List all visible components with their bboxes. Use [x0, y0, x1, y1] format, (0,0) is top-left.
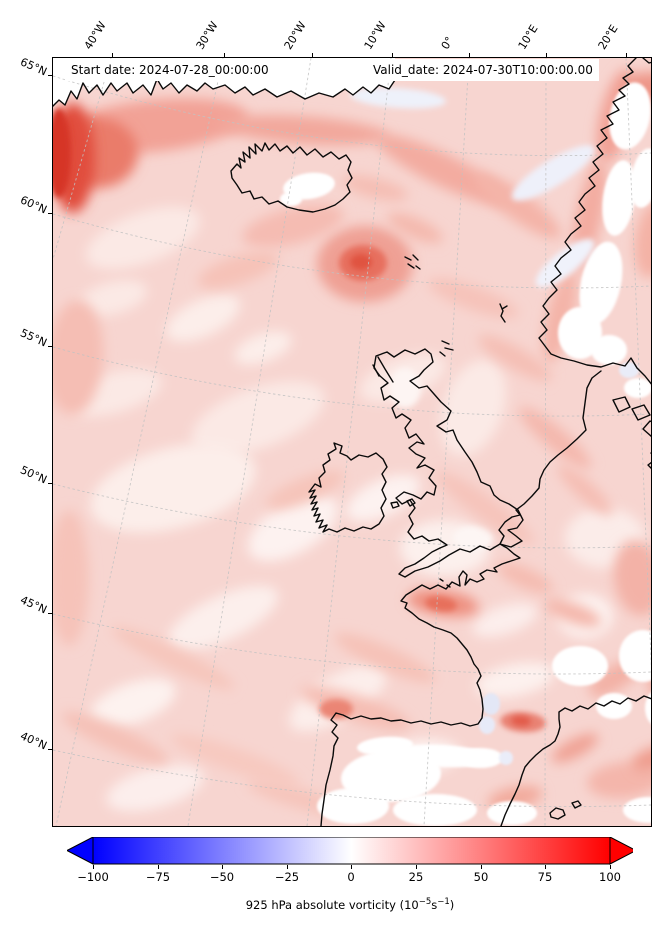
lon-tick-10e: 10°E: [515, 22, 541, 52]
coast-isle-of-man: [406, 498, 416, 507]
coast-denmark-continent: [320, 370, 602, 826]
coast-ireland: [308, 442, 388, 533]
colorbar-tickmark: [351, 865, 352, 869]
colorbar-tick-neg25: −25: [274, 870, 300, 884]
coast-channel-islands: [439, 578, 451, 588]
lon-tickmark: [224, 53, 225, 57]
colorbar-tick-neg50: −50: [209, 870, 235, 884]
colorbar-tick-neg100: −100: [77, 870, 109, 884]
colorbar-tickmark: [545, 865, 546, 869]
lon-tickmark: [312, 53, 313, 57]
colorbar-tick-0: 0: [347, 870, 355, 884]
coast-anglesey: [390, 501, 400, 509]
lat-tickmark: [48, 346, 52, 347]
coast-faroe: [404, 254, 421, 270]
colorbar-label-exponent-2: −1: [437, 897, 450, 907]
map-canvas: [53, 58, 651, 826]
lat-tick-45n: 45°N: [18, 593, 49, 617]
lat-tickmark: [48, 483, 52, 484]
lon-tick-30w: 30°W: [193, 19, 221, 52]
colorbar-tick-100: 100: [599, 870, 621, 884]
colorbar-axis-label: 925 hPa absolute vorticity (10−5s−1): [67, 897, 633, 912]
coast-great-britain: [373, 348, 524, 578]
colorbar-label-prefix: 925 hPa absolute vorticity (10: [245, 898, 419, 912]
lat-tick-65n: 65°N: [18, 55, 49, 79]
lon-tickmark: [392, 53, 393, 57]
colorbar-extend-max-arrow: [609, 837, 633, 865]
colorbar-tick-75: 75: [537, 870, 553, 884]
lon-tickmark: [546, 53, 547, 57]
graticule: [53, 58, 651, 826]
coast-mediterranean: [500, 695, 651, 826]
colorbar: [67, 837, 633, 865]
coastlines: [53, 58, 651, 826]
coast-greenland: [53, 78, 396, 107]
lat-tickmark: [48, 213, 52, 214]
colorbar-tickmark: [158, 865, 159, 869]
coast-norway-topright: [642, 58, 651, 64]
lon-tick-20e: 20°E: [595, 22, 621, 52]
colorbar-label-exponent-1: −5: [418, 897, 432, 907]
colorbar-tick-neg75: −75: [145, 870, 171, 884]
colorbar-tick-50: 50: [473, 870, 489, 884]
lat-tick-55n: 55°N: [18, 326, 49, 350]
masked-terrain-patches: [280, 82, 651, 826]
lon-tick-40w: 40°W: [81, 19, 109, 52]
lon-tickmark: [469, 53, 470, 57]
coast-iceland: [230, 142, 353, 213]
colorbar-label-suffix: ): [449, 898, 455, 912]
colorbar-tickmark: [481, 865, 482, 869]
coast-mallorca: [549, 800, 582, 820]
vorticity-red-streaks: [53, 69, 651, 820]
coast-shetland: [499, 303, 508, 323]
lat-tickmark: [48, 613, 52, 614]
valid-date-label: Valid_date: 2024-07-30T10:00:00.00: [367, 59, 599, 81]
colorbar-tickmark: [287, 865, 288, 869]
lat-tick-40n: 40°N: [18, 729, 49, 753]
lat-tickmark: [48, 749, 52, 750]
coast-baltic-edge: [642, 420, 651, 469]
coast-norway-sweden: [538, 58, 651, 385]
colorbar-label-mid: s: [431, 898, 438, 912]
coast-danish-islands: [612, 396, 651, 421]
colorbar-extend-min-arrow: [67, 837, 94, 865]
coast-orkney: [439, 340, 454, 357]
colorbar-tickmark: [222, 865, 223, 869]
start-date-label: Start date: 2024-07-28_00:00:00: [65, 59, 275, 81]
lon-tick-20w: 20°W: [281, 19, 309, 52]
lon-tick-0: 0°: [438, 34, 457, 52]
lat-tick-50n: 50°N: [18, 463, 49, 487]
lat-tick-60n: 60°N: [18, 193, 49, 217]
lon-tickmark: [626, 53, 627, 57]
lon-tick-10w: 10°W: [361, 19, 389, 52]
colorbar-tickmark: [93, 865, 94, 869]
colorbar-tickmark: [610, 865, 611, 869]
colorbar-tick-25: 25: [408, 870, 424, 884]
colorbar-tickmark: [416, 865, 417, 869]
colorbar-gradient-bar: [92, 837, 611, 865]
lat-tickmark: [48, 75, 52, 76]
lon-tickmark: [112, 53, 113, 57]
map-plot-area: Start date: 2024-07-28_00:00:00 Valid_da…: [52, 57, 652, 827]
